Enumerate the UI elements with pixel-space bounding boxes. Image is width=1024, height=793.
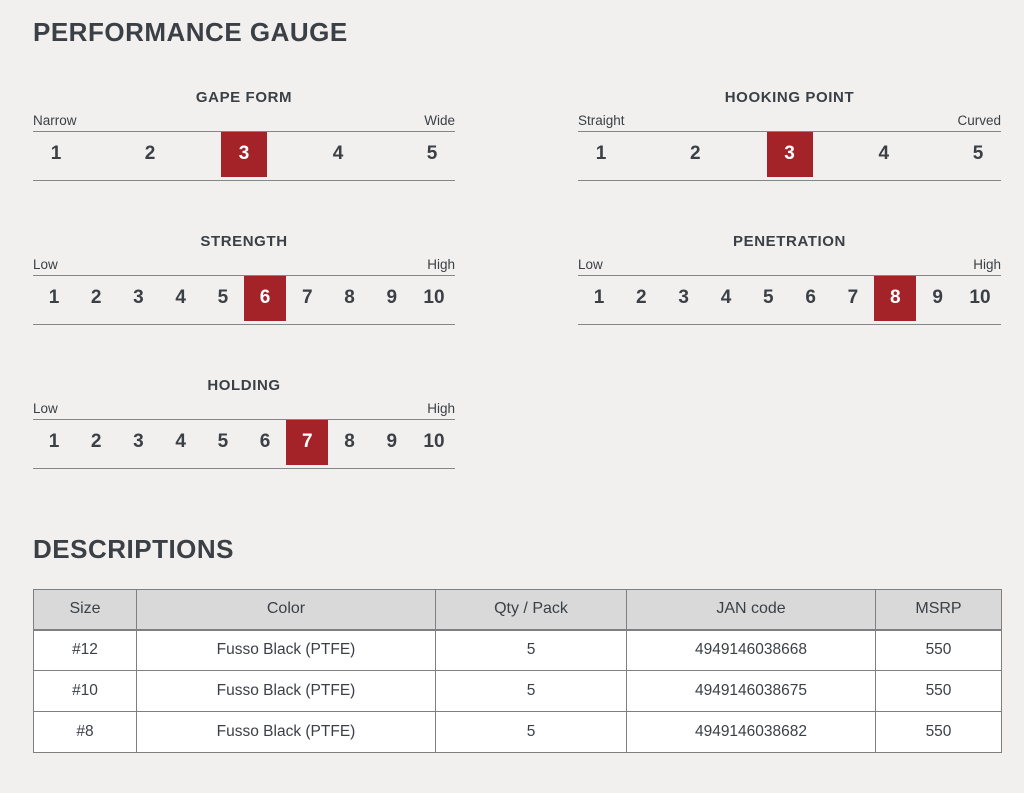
gauge-penetration: PENETRATION Low High 1 2 3 4 5 6 7 8 9 10: [578, 233, 1001, 325]
table-cell: 4949146038682: [626, 711, 876, 754]
gauge-title: STRENGTH: [200, 232, 288, 250]
gauge-holding-cell-8: 8: [344, 431, 355, 453]
gauge-right-label: High: [973, 256, 1001, 272]
gauge-penetration-cell-3: 3: [678, 287, 689, 309]
gauge-strength-cell-9: 9: [386, 287, 398, 309]
gauge-holding-cell-5: 5: [217, 431, 229, 453]
gauge-strength-cell-2: 2: [90, 287, 102, 309]
gauge-title: PENETRATION: [733, 232, 846, 250]
page-root: PERFORMANCE GAUGE GAPE FORM Narrow Wide …: [33, 17, 1002, 754]
gauge-hooking-point-cell-5: 5: [972, 143, 984, 165]
table-header-cell: JAN code: [626, 589, 876, 631]
table-cell: Fusso Black (PTFE): [136, 629, 436, 672]
gauge-strength-cell-4: 4: [175, 287, 186, 309]
table-cell: Fusso Black (PTFE): [136, 670, 436, 713]
gauge-grid: GAPE FORM Narrow Wide 1 2 3 4 5 HOOKING POIN…: [33, 89, 1001, 469]
gauge-strength-cell-5: 5: [217, 287, 229, 309]
gauge-holding-cell-4: 4: [175, 431, 186, 453]
table-cell: 550: [875, 629, 1002, 672]
gauge-scale: 1 2 3 4 5 6 7 8 9 10: [33, 418, 455, 469]
table-header-cell: Color: [136, 589, 436, 631]
gauge-strength-cell-8: 8: [344, 287, 355, 309]
table-row: #10 Fusso Black (PTFE) 5 4949146038675 550: [33, 670, 1002, 713]
gauge-left-label: Low: [33, 256, 58, 272]
gauge-holding-cell-2: 2: [90, 431, 102, 453]
gauge-holding-active-cell: 7: [286, 419, 329, 465]
gauge-penetration-cell-6: 6: [805, 287, 816, 309]
gauge-penetration-cell-7: 7: [847, 287, 859, 309]
table-cell: 550: [875, 670, 1002, 713]
table-cell: 5: [435, 670, 627, 713]
table-header-cell: Size: [33, 589, 137, 631]
gauge-right-label: High: [427, 400, 455, 416]
gauge-left-label: Low: [33, 400, 58, 416]
gauge-right-label: High: [427, 256, 455, 272]
gauge-gape-form-cell-4: 4: [332, 143, 344, 165]
gauge-right-label: Curved: [957, 112, 1001, 128]
gauge-penetration-cell-5: 5: [763, 287, 774, 309]
gauge-left-label: Low: [578, 256, 603, 272]
table-cell: #8: [33, 711, 137, 754]
gauge-holding: HOLDING Low High 1 2 3 4 5 6 7 8 9 10: [33, 377, 455, 469]
gauge-gape-form: GAPE FORM Narrow Wide 1 2 3 4 5: [33, 89, 455, 181]
table-cell: 550: [875, 711, 1002, 754]
gauge-strength-cell-10: 10: [423, 287, 445, 309]
gauge-penetration-cell-4: 4: [720, 287, 732, 309]
table-header-cell: MSRP: [875, 589, 1002, 631]
gauge-strength: STRENGTH Low High 1 2 3 4 5 6 7 8 9 10: [33, 233, 455, 325]
gauge-penetration-cell-10: 10: [969, 287, 991, 309]
gauge-hooking-point-cell-4: 4: [878, 143, 890, 165]
gauge-scale: 1 2 3 4 5 6 7 8 9 10: [33, 274, 455, 325]
table-cell: 5: [435, 629, 627, 672]
gauge-hooking-point-cell-1: 1: [595, 143, 607, 165]
gauge-strength-active-cell: 6: [244, 275, 287, 321]
gauge-scale: 1 2 3 4 5: [578, 130, 1001, 181]
gauge-strength-cell-7: 7: [302, 287, 313, 309]
gauge-title: GAPE FORM: [195, 88, 293, 106]
gauge-scale: 1 2 3 4 5: [33, 130, 455, 181]
gauge-gape-form-cell-5: 5: [426, 143, 438, 165]
gauge-holding-cell-1: 1: [48, 431, 60, 453]
gauge-holding-cell-9: 9: [386, 431, 398, 453]
gauge-title: HOOKING POINT: [724, 88, 855, 106]
gauge-strength-cell-1: 1: [48, 287, 60, 309]
descriptions-table: Size Color Qty / Pack JAN code MSRP #12 Fusso…: [33, 589, 1002, 754]
gauge-strength-cell-3: 3: [133, 287, 144, 309]
table-header-cell: Qty / Pack: [435, 589, 627, 631]
gauge-gape-form-cell-2: 2: [144, 143, 156, 165]
table-cell: #12: [33, 629, 137, 672]
table-row: #12 Fusso Black (PTFE) 5 4949146038668 550: [33, 629, 1002, 672]
gauge-scale: 1 2 3 4 5 6 7 8 9 10: [578, 274, 1001, 325]
gauge-penetration-cell-2: 2: [636, 287, 647, 309]
table-cell: 5: [435, 711, 627, 754]
descriptions-heading: DESCRIPTIONS: [33, 533, 235, 564]
gauge-hooking-point-cell-2: 2: [689, 143, 701, 165]
table-row: #8 Fusso Black (PTFE) 5 4949146038682 550: [33, 711, 1002, 754]
gauge-holding-cell-6: 6: [259, 431, 271, 453]
gauge-right-label: Wide: [424, 112, 455, 128]
gauge-title: HOLDING: [207, 376, 281, 394]
gauge-penetration-active-cell: 8: [874, 275, 917, 321]
gauge-left-label: Narrow: [33, 112, 77, 128]
gauge-hooking-point-active-cell: 3: [766, 131, 813, 177]
gauge-penetration-cell-1: 1: [593, 287, 605, 309]
gauge-holding-cell-10: 10: [423, 431, 445, 453]
gauge-gape-form-active-cell: 3: [221, 131, 267, 177]
table-cell: 4949146038675: [626, 670, 876, 713]
gauge-penetration-cell-9: 9: [932, 287, 943, 309]
gauge-holding-cell-3: 3: [133, 431, 144, 453]
performance-gauge-heading: PERFORMANCE GAUGE: [33, 17, 348, 47]
table-header-row: Size Color Qty / Pack JAN code MSRP: [33, 589, 1002, 631]
gauge-hooking-point: HOOKING POINT Straight Curved 1 2 3 4 5: [578, 89, 1001, 181]
table-cell: Fusso Black (PTFE): [136, 711, 436, 754]
gauge-gape-form-cell-1: 1: [50, 143, 62, 165]
gauge-left-label: Straight: [578, 112, 625, 128]
table-cell: 4949146038668: [626, 629, 876, 672]
table-cell: #10: [33, 670, 137, 713]
